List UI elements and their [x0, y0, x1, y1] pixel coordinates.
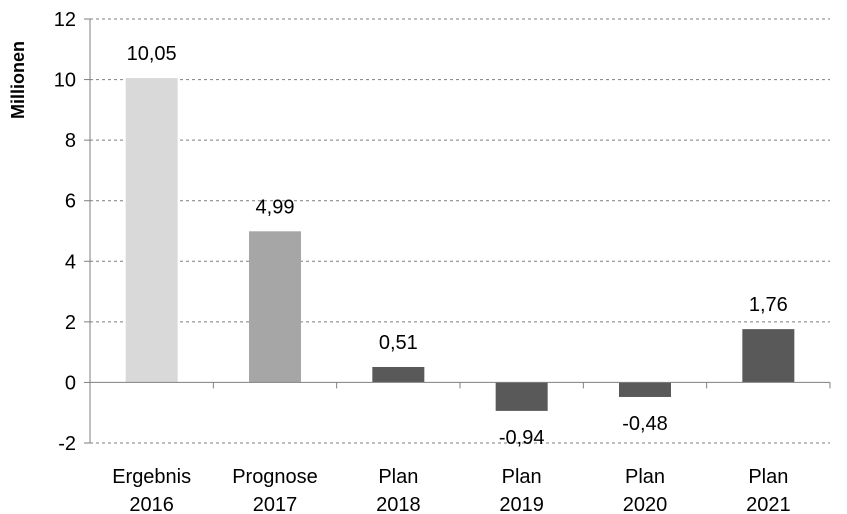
y-tick-label: 10 [54, 70, 76, 92]
bar [742, 329, 795, 383]
x-axis-categories: Ergebnis 2016 Prognose 2017 Plan 2018 Plan 2019… [112, 466, 790, 514]
x-category-label: 2020 [623, 494, 668, 514]
y-tick-label: 0 [65, 372, 76, 394]
x-category-label: Ergebnis [112, 466, 191, 488]
data-labels: 10,05 4,99 0,51 -0,94 -0,48 1,76 [127, 43, 788, 449]
zero-line [89, 381, 831, 389]
x-category-label: 2021 [746, 494, 791, 514]
data-label: 1,76 [749, 294, 788, 316]
data-label: -0,48 [622, 413, 668, 435]
x-category-label: Plan [378, 466, 418, 488]
y-tick-label: -2 [58, 433, 76, 455]
data-label: 10,05 [127, 43, 177, 65]
bar [125, 78, 178, 383]
y-tick-label: 4 [65, 251, 76, 273]
x-category-label: 2019 [499, 494, 544, 514]
data-label: -0,94 [499, 427, 545, 449]
bar [495, 382, 548, 411]
bar [249, 231, 301, 383]
bar [619, 382, 671, 397]
y-tick-label: 2 [65, 312, 76, 334]
y-tick-label: 12 [54, 9, 76, 31]
x-category-label: 2018 [376, 494, 421, 514]
y-tick-label: 6 [65, 191, 76, 213]
x-category-label: Plan [625, 466, 665, 488]
x-category-label: Prognose [232, 466, 318, 488]
x-category-label: Plan [502, 466, 542, 488]
gridlines [90, 18, 830, 444]
y-axis-ticks: -2 0 2 4 6 8 10 12 [54, 9, 91, 455]
y-tick-label: 8 [65, 130, 76, 152]
bar [372, 366, 425, 383]
x-category-label: 2016 [129, 494, 174, 514]
data-label: 4,99 [256, 196, 295, 218]
bars [125, 78, 795, 411]
x-category-label: Plan [748, 466, 788, 488]
data-label: 0,51 [379, 332, 418, 354]
x-category-label: 2017 [253, 494, 298, 514]
y-axis-label: Millionen [8, 41, 28, 119]
